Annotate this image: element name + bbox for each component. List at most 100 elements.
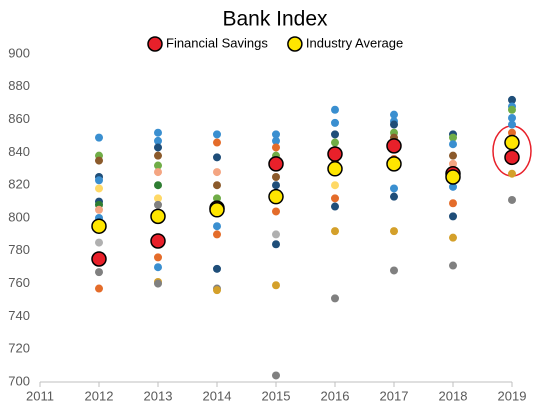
point <box>272 130 280 139</box>
point <box>272 136 280 145</box>
point <box>154 253 162 262</box>
point <box>154 194 162 203</box>
series-point <box>150 208 166 225</box>
y-tick-label: 780 <box>8 242 30 257</box>
series-point <box>209 202 225 218</box>
point <box>390 120 398 129</box>
legend-marker <box>147 36 163 52</box>
point <box>154 128 162 137</box>
y-tick-label: 760 <box>8 275 30 290</box>
point <box>154 143 162 152</box>
series-point <box>327 161 343 177</box>
point <box>508 195 516 204</box>
point <box>213 264 221 273</box>
point <box>272 230 280 239</box>
point <box>449 140 457 149</box>
chart-title: Bank Index <box>222 8 328 31</box>
point <box>331 194 339 203</box>
series-point <box>386 156 402 172</box>
x-tick-label: 2015 <box>262 388 291 403</box>
point <box>213 130 221 139</box>
point <box>95 268 103 277</box>
point <box>213 138 221 147</box>
y-tick-label: 800 <box>8 209 30 224</box>
point <box>331 138 339 147</box>
y-tick-label: 860 <box>8 111 30 126</box>
series-point <box>268 188 284 205</box>
point <box>331 118 339 127</box>
point <box>508 113 516 122</box>
point <box>449 182 457 191</box>
point <box>213 286 221 295</box>
point <box>272 207 280 216</box>
y-tick-label: 880 <box>8 78 30 93</box>
point <box>213 222 221 231</box>
point <box>508 95 516 104</box>
legend-label: Industry Average <box>306 35 403 50</box>
series-point <box>91 251 107 267</box>
point <box>449 212 457 221</box>
point <box>95 284 103 293</box>
series-point <box>91 218 107 234</box>
point <box>154 279 162 288</box>
point <box>449 133 457 142</box>
point <box>449 199 457 208</box>
point <box>95 184 103 193</box>
point <box>508 120 516 129</box>
y-tick-label: 700 <box>8 373 30 388</box>
series-point <box>150 233 166 249</box>
point <box>154 181 162 190</box>
point <box>272 240 280 249</box>
series-point <box>327 146 343 162</box>
point <box>449 233 457 242</box>
point <box>95 156 103 165</box>
point <box>272 173 280 181</box>
point <box>331 227 339 236</box>
point <box>390 266 398 275</box>
point <box>508 128 516 137</box>
x-tick-label: 2019 <box>498 388 527 403</box>
point <box>449 261 457 270</box>
point <box>390 184 398 193</box>
point <box>154 151 162 160</box>
point <box>449 151 457 160</box>
point <box>154 136 162 145</box>
point <box>272 181 280 190</box>
point <box>213 181 221 190</box>
point <box>390 227 398 236</box>
point <box>331 130 339 139</box>
point <box>508 105 516 114</box>
point <box>213 194 221 203</box>
point <box>95 133 103 142</box>
point <box>95 205 103 214</box>
series-point <box>268 156 284 172</box>
legend-label: Financial Savings <box>166 35 268 50</box>
x-tick-label: 2016 <box>321 388 350 403</box>
point <box>95 238 103 247</box>
y-tick-label: 820 <box>8 177 30 192</box>
x-tick-label: 2013 <box>144 388 173 403</box>
x-tick-label: 2014 <box>203 388 232 403</box>
y-tick-label: 840 <box>8 144 30 159</box>
point <box>390 192 398 201</box>
point <box>213 230 221 239</box>
point <box>449 159 457 168</box>
point <box>390 110 398 119</box>
point <box>154 200 162 209</box>
point <box>331 105 339 114</box>
x-tick-label: 2017 <box>380 388 409 403</box>
point <box>154 161 162 170</box>
point <box>154 168 162 177</box>
point <box>154 263 162 272</box>
point <box>95 176 103 185</box>
point <box>213 153 221 162</box>
series-point <box>386 138 402 154</box>
y-tick-label: 740 <box>8 308 30 323</box>
x-tick-label: 2011 <box>26 388 54 403</box>
point <box>508 169 516 178</box>
series-point <box>445 169 461 185</box>
point <box>213 168 221 177</box>
point <box>331 202 339 211</box>
y-tick-label: 720 <box>8 341 30 356</box>
